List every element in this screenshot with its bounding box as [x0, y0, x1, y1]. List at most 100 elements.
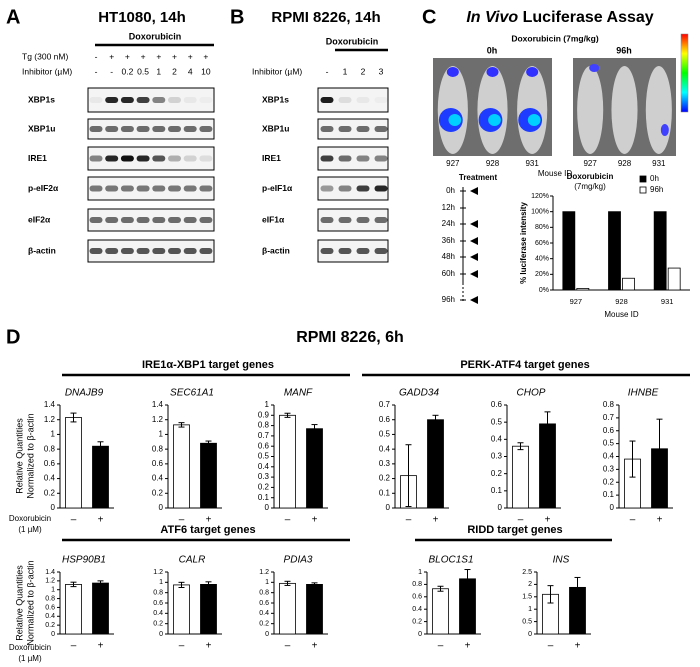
- y-tick-label: 0.6: [412, 594, 422, 601]
- signal: [589, 64, 600, 72]
- treatment-dose: (1 µM): [18, 654, 42, 663]
- y-tick-label: 0.4: [259, 610, 269, 617]
- blot-box: [87, 239, 215, 263]
- y-tick-label: 0.6: [44, 459, 56, 468]
- chart-title: IHNBE: [628, 388, 659, 399]
- lane-label: -: [326, 66, 329, 76]
- bar: [65, 584, 82, 635]
- blot-band: [320, 155, 334, 162]
- bar: [576, 288, 590, 291]
- mouse-id: 927: [446, 159, 460, 168]
- y-tick-label: 0.3: [491, 452, 503, 461]
- blot-band: [183, 248, 197, 254]
- y-tick-label: 0: [265, 503, 270, 512]
- y-tick-label: 1.2: [45, 578, 55, 585]
- y-tick-label: 0.6: [379, 415, 391, 424]
- blot-box: [317, 118, 389, 140]
- panel-title: RPMI 8226, 6h: [296, 329, 404, 346]
- treatment-label: Doxorubicin: [9, 514, 51, 523]
- y-tick-label: 0.2: [491, 469, 503, 478]
- y-tick-label: 0: [498, 503, 503, 512]
- blot-band: [199, 185, 213, 192]
- x-axis-label: Mouse ID: [604, 310, 638, 319]
- x-tick-label: +: [98, 641, 104, 652]
- y-tick-label: 0.6: [45, 604, 55, 611]
- signal: [448, 114, 462, 126]
- blot-label: eIF2α: [28, 214, 51, 224]
- blot-band: [89, 97, 103, 103]
- group-label: PERK-ATF4 target genes: [460, 359, 589, 371]
- blot-band: [89, 126, 103, 132]
- blot-label: IRE1: [28, 153, 47, 163]
- bar: [653, 211, 667, 291]
- dose-arrow: [470, 187, 478, 195]
- dose-arrow: [470, 253, 478, 261]
- error-bar: [629, 440, 636, 478]
- y-tick-label: 0.7: [603, 413, 615, 422]
- bar: [306, 584, 323, 635]
- y-tick-label: 0.8: [153, 590, 163, 597]
- y-axis-label: Relative Quantities: [14, 565, 24, 641]
- y-tick-label: 0.4: [379, 444, 391, 453]
- x-tick-label: –: [630, 515, 636, 526]
- y-tick-label: 0.2: [258, 483, 270, 492]
- chart-title: DNAJB9: [65, 388, 104, 399]
- y-tick-label: 0%: [539, 287, 549, 294]
- chart-title: PDIA3: [284, 555, 313, 566]
- blot-band: [136, 155, 150, 162]
- y-tick-label: 0.7: [258, 431, 270, 440]
- blot-band: [183, 126, 197, 132]
- y-tick-label: 0.1: [491, 486, 503, 495]
- bar: [608, 211, 621, 291]
- bar: [173, 584, 190, 635]
- title-italic: In Vivo: [466, 9, 518, 26]
- blot-band: [199, 248, 213, 254]
- y-tick-label: 2: [528, 581, 532, 588]
- y-tick-label: 120%: [531, 193, 549, 200]
- chart-title: HSP90B1: [62, 555, 106, 566]
- signal: [527, 114, 541, 126]
- x-tick-label: +: [433, 515, 439, 526]
- x-tick-label: +: [312, 515, 318, 526]
- blot-band: [105, 185, 119, 192]
- dose-arrow: [470, 220, 478, 228]
- y-tick-label: 1.4: [152, 400, 164, 409]
- y-tick-label: 0.5: [491, 417, 503, 426]
- x-tick-label: +: [657, 515, 663, 526]
- y-tick-label: 1.2: [44, 415, 56, 424]
- error-bar: [432, 414, 439, 425]
- treatment-label: Doxorubicin: [129, 31, 182, 41]
- blot-box: [87, 176, 215, 201]
- blot-band: [152, 248, 166, 254]
- blot-band: [374, 155, 388, 162]
- blot-band: [120, 248, 134, 254]
- y-tick-label: 1.4: [44, 400, 56, 409]
- bar: [279, 582, 296, 635]
- legend-swatch: [639, 175, 647, 183]
- y-tick-label: 2.5: [522, 569, 532, 576]
- y-tick-label: 0.9: [258, 410, 270, 419]
- y-tick-label: 0.3: [258, 472, 270, 481]
- blot-band: [105, 126, 119, 132]
- blot-band: [136, 126, 150, 132]
- group-label: IRE1α-XBP1 target genes: [142, 359, 274, 371]
- blot-box: [317, 176, 389, 201]
- x-tick-label: –: [548, 641, 554, 652]
- error-bar: [574, 576, 581, 598]
- color-scale: [680, 33, 689, 113]
- blot-label: p-eIF1α: [262, 183, 293, 193]
- y-tick-label: 0.8: [603, 400, 615, 409]
- blot-band: [338, 185, 352, 192]
- error-bar: [70, 412, 77, 423]
- lane-label: +: [109, 51, 114, 61]
- mouse: [577, 66, 604, 154]
- chart-title: Doxorubicin: [567, 172, 614, 181]
- bar: [279, 414, 296, 509]
- blot-label: XBP1u: [28, 123, 55, 133]
- blot-band: [320, 126, 334, 132]
- blot-band: [89, 155, 103, 162]
- mouse: [611, 66, 638, 154]
- lane-label: +: [156, 51, 161, 61]
- error-bar: [205, 581, 212, 588]
- error-bar: [464, 569, 471, 589]
